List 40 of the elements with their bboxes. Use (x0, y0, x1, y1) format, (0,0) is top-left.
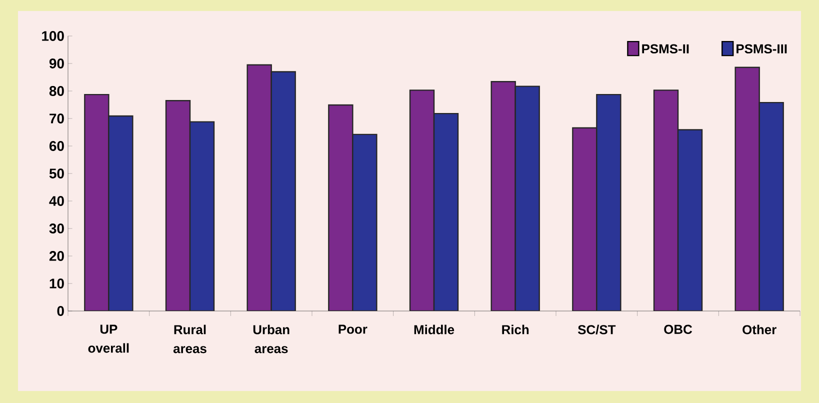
y-tick-label: 20 (49, 251, 64, 261)
y-tick-label: 10 (50, 278, 64, 288)
bar (189, 121, 215, 311)
x-tick-label: SC/ST (578, 324, 616, 334)
x-tick-label: OBC (664, 324, 692, 334)
bar (352, 134, 378, 311)
bar (84, 94, 110, 311)
bar (653, 90, 679, 311)
bar (409, 90, 435, 311)
x-tick-label: Other (742, 324, 776, 334)
legend-label: PSMS-II (642, 44, 689, 54)
bar (596, 94, 622, 311)
bar (572, 127, 598, 311)
bar (246, 64, 272, 311)
legend-label: PSMS-III (736, 44, 787, 54)
bar (758, 102, 784, 311)
bar (108, 115, 134, 311)
y-tick-label: 80 (49, 86, 64, 96)
x-tick-label: Urban areas (253, 324, 290, 354)
y-tick-label: 100 (42, 31, 64, 41)
bar (270, 71, 296, 311)
bar (490, 81, 516, 311)
bar (677, 129, 703, 311)
y-tick-label: 40 (49, 196, 64, 206)
bar (328, 104, 354, 311)
x-tick-label: Rural areas (173, 324, 206, 354)
x-tick-label: Rich (502, 324, 529, 334)
bar (734, 66, 760, 311)
y-tick-label: 60 (49, 141, 64, 151)
y-tick-label: 70 (50, 114, 64, 124)
bar (514, 86, 540, 311)
bar (433, 112, 459, 311)
y-tick-label: 90 (49, 58, 64, 68)
y-tick-label: 30 (49, 224, 64, 234)
x-tick-label: Poor (338, 324, 368, 334)
y-tick-label: 50 (49, 168, 64, 178)
x-tick-label: UP overall (88, 324, 129, 353)
y-tick-label: 0 (57, 306, 64, 316)
x-tick-label: Middle (414, 324, 454, 334)
bar (165, 100, 191, 311)
